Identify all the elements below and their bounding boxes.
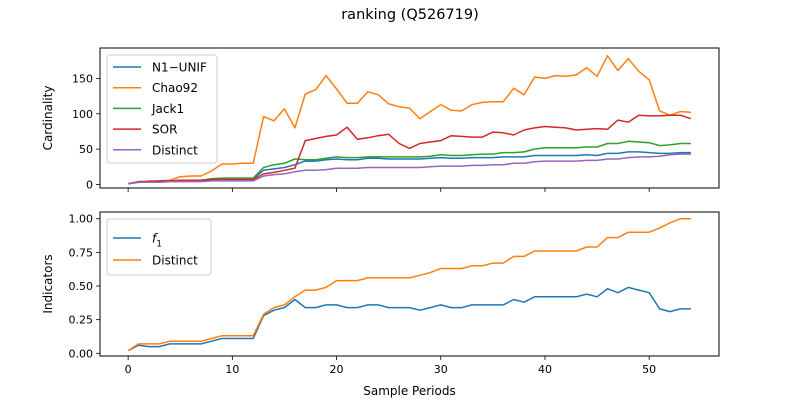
legend-label: Jack1 bbox=[151, 102, 184, 116]
y-axis-label: Cardinality bbox=[41, 86, 55, 151]
legend-label: SOR bbox=[152, 123, 177, 137]
x-tick-label: 40 bbox=[538, 363, 552, 376]
y-axis-label: Indicators bbox=[41, 254, 55, 313]
series-line-0-1 bbox=[127, 55, 691, 185]
series-line-1-1 bbox=[127, 217, 691, 352]
y-tick-label: 50 bbox=[79, 143, 93, 156]
legend-label-text: SOR bbox=[152, 123, 177, 137]
legend-label-subscript: 1 bbox=[156, 240, 162, 250]
legend: N1−UNIF Chao92 Jack1 SOR Distinct bbox=[106, 54, 218, 164]
chart-title: ranking (Q526719) bbox=[341, 7, 479, 23]
x-tick-label: 30 bbox=[434, 363, 448, 376]
panel-cardinality: 0 50 100 150 Cardinality N1−UNIF Chao92 Jack1 SO… bbox=[41, 47, 720, 192]
y-tick-label: 150 bbox=[72, 72, 93, 85]
legend-label: Chao92 bbox=[152, 81, 198, 95]
x-tick-label: 10 bbox=[225, 363, 239, 376]
axes-frame bbox=[99, 47, 720, 189]
y-tick-label: 0.75 bbox=[69, 246, 94, 259]
panel-indicators: 0 10 20 30 40 50 0.00 0.25 0.50 0.75 1.00 Indicator… bbox=[41, 211, 720, 376]
series-line-1-0 bbox=[127, 286, 691, 352]
x-tick-label: 20 bbox=[330, 363, 344, 376]
x-tick-label: 0 bbox=[125, 363, 132, 376]
legend-label-text: f bbox=[152, 232, 158, 246]
legend-label-text: Distinct bbox=[152, 254, 198, 268]
y-tick-label: 0 bbox=[86, 178, 93, 191]
legend-box bbox=[106, 54, 218, 164]
series-line-0-4 bbox=[127, 153, 691, 185]
legend-label-text: N1−UNIF bbox=[152, 61, 207, 75]
series-line-0-3 bbox=[127, 114, 692, 185]
legend: f1 Distinct bbox=[106, 218, 212, 276]
y-tick-label: 0.50 bbox=[69, 280, 94, 293]
series-line-0-2 bbox=[127, 140, 691, 185]
legend-label: f1 bbox=[152, 232, 162, 250]
x-axis-label: Sample Periods bbox=[363, 384, 455, 398]
axes-frame bbox=[99, 211, 720, 357]
x-tick-label: 50 bbox=[642, 363, 656, 376]
y-tick-label: 0.00 bbox=[69, 347, 94, 360]
legend-label: Distinct bbox=[152, 143, 198, 157]
legend-label-text: Jack1 bbox=[151, 102, 184, 116]
legend-label: N1−UNIF bbox=[152, 61, 207, 75]
y-tick-label: 0.25 bbox=[69, 314, 94, 327]
legend-label-text: Chao92 bbox=[152, 81, 198, 95]
y-tick-label: 100 bbox=[72, 108, 93, 121]
legend-label: Distinct bbox=[152, 254, 198, 268]
legend-box bbox=[106, 218, 212, 276]
y-tick-label: 1.00 bbox=[69, 213, 94, 226]
legend-label-text: Distinct bbox=[152, 143, 198, 157]
